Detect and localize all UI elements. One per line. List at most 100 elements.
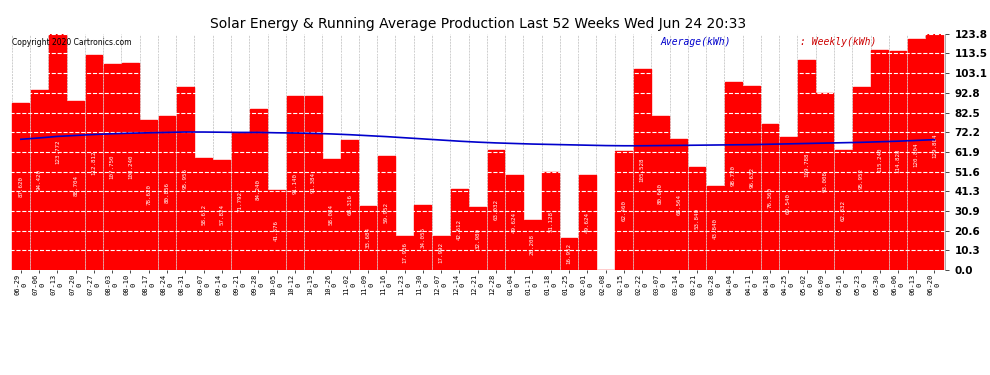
Bar <box>122 63 139 270</box>
Text: 62.460: 62.460 <box>622 200 627 221</box>
Text: 69.540: 69.540 <box>786 193 791 214</box>
Text: 107.750: 107.750 <box>110 155 115 180</box>
Text: 88.704: 88.704 <box>73 175 78 196</box>
Bar <box>780 137 797 270</box>
Bar <box>634 69 650 270</box>
Text: 53.840: 53.840 <box>694 208 700 229</box>
Text: 71.792: 71.792 <box>238 191 243 212</box>
Bar <box>670 139 687 270</box>
Bar <box>707 186 724 270</box>
Text: 87.620: 87.620 <box>19 176 24 197</box>
Bar <box>817 93 834 270</box>
Text: 68.316: 68.316 <box>347 194 352 215</box>
Bar <box>469 207 486 270</box>
Text: 76.360: 76.360 <box>767 187 772 208</box>
Text: 26.208: 26.208 <box>530 234 535 255</box>
Bar <box>415 205 432 270</box>
Bar <box>926 22 942 270</box>
Bar <box>268 190 285 270</box>
Text: 63.032: 63.032 <box>493 200 498 220</box>
Text: 95.956: 95.956 <box>183 168 188 189</box>
Text: 98.720: 98.720 <box>731 165 736 186</box>
Bar <box>835 150 851 270</box>
Bar <box>141 120 157 270</box>
Text: 80.856: 80.856 <box>164 182 169 203</box>
Text: 58.612: 58.612 <box>201 204 206 225</box>
Text: 80.640: 80.640 <box>658 183 663 204</box>
Bar <box>31 90 48 270</box>
Text: 41.876: 41.876 <box>274 219 279 240</box>
Text: 95.952: 95.952 <box>859 168 864 189</box>
Bar <box>433 236 449 270</box>
Bar <box>378 156 395 270</box>
Bar <box>195 158 212 270</box>
Bar <box>908 39 925 270</box>
Text: 32.980: 32.980 <box>475 228 480 249</box>
Bar <box>286 96 303 270</box>
Bar <box>524 220 541 270</box>
Text: 96.632: 96.632 <box>749 167 754 188</box>
Bar <box>798 60 815 270</box>
Bar <box>177 87 194 270</box>
Title: Solar Energy & Running Average Production Last 52 Weeks Wed Jun 24 20:33: Solar Energy & Running Average Productio… <box>210 17 745 31</box>
Bar <box>543 172 559 270</box>
Bar <box>250 109 267 270</box>
Text: 91.384: 91.384 <box>311 172 316 193</box>
Text: 49.624: 49.624 <box>585 212 590 233</box>
Bar <box>305 96 322 270</box>
Text: 17.992: 17.992 <box>439 242 444 263</box>
Text: 84.240: 84.240 <box>255 179 261 200</box>
Text: 43.840: 43.840 <box>713 217 718 238</box>
Bar <box>487 150 504 270</box>
Text: 49.624: 49.624 <box>512 212 517 233</box>
Text: 17.936: 17.936 <box>402 242 407 263</box>
Text: 129.804: 129.804 <box>932 134 937 158</box>
Text: 78.620: 78.620 <box>147 184 151 206</box>
Text: 51.128: 51.128 <box>548 211 553 232</box>
Text: 108.240: 108.240 <box>128 154 133 179</box>
Bar <box>652 116 669 270</box>
Text: 59.952: 59.952 <box>384 202 389 223</box>
Text: 105.528: 105.528 <box>640 157 644 182</box>
Bar <box>359 206 376 270</box>
Text: 33.684: 33.684 <box>365 227 370 248</box>
Bar <box>214 160 231 270</box>
Text: 120.804: 120.804 <box>914 142 919 167</box>
Bar <box>104 64 121 270</box>
Text: 94.420: 94.420 <box>37 170 42 190</box>
Bar <box>725 82 742 270</box>
Text: 58.084: 58.084 <box>329 204 334 225</box>
Text: 42.612: 42.612 <box>457 219 462 240</box>
Bar <box>158 116 175 270</box>
Bar <box>853 87 870 270</box>
Text: 68.564: 68.564 <box>676 194 681 215</box>
Bar <box>560 238 577 270</box>
Bar <box>85 55 102 270</box>
Text: 123.772: 123.772 <box>54 140 60 164</box>
Bar <box>232 133 248 270</box>
Bar <box>579 175 596 270</box>
Bar <box>13 103 30 270</box>
Text: 57.824: 57.824 <box>220 204 225 225</box>
Text: 16.952: 16.952 <box>566 243 571 264</box>
Bar <box>67 101 84 270</box>
Text: : Weekly(kWh): : Weekly(kWh) <box>801 37 877 47</box>
Bar <box>743 86 760 270</box>
Bar <box>506 175 523 270</box>
Text: 91.140: 91.140 <box>292 172 297 194</box>
Bar <box>323 159 340 270</box>
Text: 34.056: 34.056 <box>421 227 426 248</box>
Bar <box>761 124 778 270</box>
Text: 109.788: 109.788 <box>804 153 809 177</box>
Text: 112.812: 112.812 <box>91 150 96 175</box>
Bar <box>890 51 907 270</box>
Bar <box>342 140 358 270</box>
Text: 115.240: 115.240 <box>877 148 882 172</box>
Text: 114.828: 114.828 <box>895 148 901 172</box>
Bar <box>688 167 705 270</box>
Text: Copyright 2020 Cartronics.com: Copyright 2020 Cartronics.com <box>12 39 132 48</box>
Bar <box>396 236 413 270</box>
Bar <box>49 34 65 270</box>
Text: 93.008: 93.008 <box>823 171 828 192</box>
Bar <box>451 189 468 270</box>
